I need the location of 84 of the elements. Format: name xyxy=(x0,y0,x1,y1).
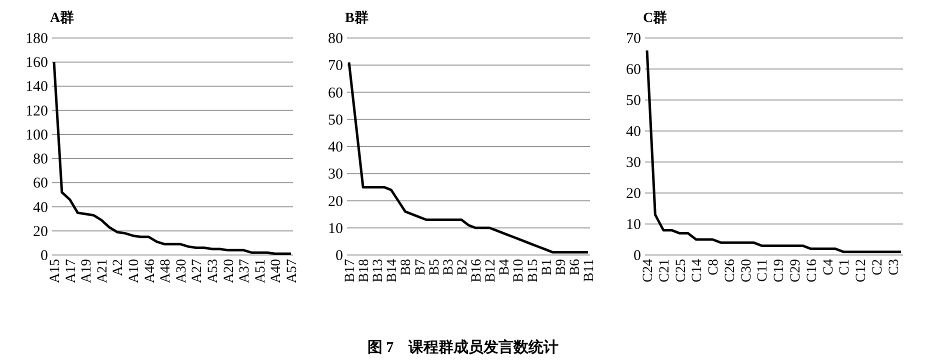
x-tick-label: A57 xyxy=(285,259,300,284)
y-tick-label: 40 xyxy=(328,140,343,156)
x-tick-label: B16 xyxy=(470,259,485,282)
y-tick-label: 20 xyxy=(33,224,48,240)
y-tick-label: 60 xyxy=(626,62,641,78)
x-tick-label: A30 xyxy=(174,259,190,284)
y-tick-label: 40 xyxy=(626,124,641,140)
y-tick-label: 10 xyxy=(328,220,343,237)
y-tick-label: 70 xyxy=(328,58,343,74)
x-tick-label: C14 xyxy=(690,259,706,282)
y-tick-label: 80 xyxy=(33,152,48,168)
x-tick-label: B12 xyxy=(484,259,499,282)
x-tick-label: B14 xyxy=(385,259,400,282)
x-tick-label: A19 xyxy=(80,259,95,284)
x-tick-label: A48 xyxy=(158,259,174,284)
x-tick-label: B15 xyxy=(526,259,541,282)
x-tick-label: C24 xyxy=(641,259,656,282)
x-tick-label: C8 xyxy=(706,259,722,276)
line-series xyxy=(348,61,590,254)
x-tick-label: A51 xyxy=(253,259,268,284)
caption: 图 7 课程群成员发言数统计 xyxy=(367,338,559,356)
y-tick-label: 40 xyxy=(33,200,48,216)
x-tick-label: A53 xyxy=(206,259,221,284)
x-tick-label: C19 xyxy=(772,259,788,282)
x-tick-label: B8 xyxy=(399,259,414,276)
x-tick-label: C16 xyxy=(804,259,820,282)
x-tick-label: C30 xyxy=(739,259,754,282)
x-tick-label: C4 xyxy=(821,259,836,276)
y-tick-label: 20 xyxy=(626,186,641,202)
y-tick-label: 0 xyxy=(634,248,641,264)
line-series xyxy=(52,60,292,256)
x-tick-label: A15 xyxy=(48,259,63,284)
x-tick-label: C26 xyxy=(722,259,738,282)
y-tick-label: 80 xyxy=(328,31,343,47)
x-tick-label: A37 xyxy=(238,259,253,284)
x-tick-label: C12 xyxy=(854,259,870,282)
x-tick-label: A40 xyxy=(269,259,284,284)
x-tick-label: C25 xyxy=(674,259,689,282)
x-tick-label: A17 xyxy=(64,259,79,284)
y-tick-label: 120 xyxy=(26,103,48,120)
chart-title: B群 xyxy=(345,10,368,26)
x-tick-label: B1 xyxy=(540,259,555,276)
y-tick-label: 140 xyxy=(26,79,48,96)
y-tick-label: 100 xyxy=(26,127,48,144)
x-tick-label: B4 xyxy=(498,259,513,276)
x-tick-label: A27 xyxy=(190,259,206,284)
x-tick-label: B3 xyxy=(441,259,456,276)
y-tick-label: 50 xyxy=(328,112,343,128)
chart-title: A群 xyxy=(50,10,74,26)
x-tick-label: C11 xyxy=(756,259,771,282)
x-tick-label: A2 xyxy=(111,259,126,276)
x-tick-label: C2 xyxy=(870,259,886,276)
y-tick-label: 50 xyxy=(626,93,641,109)
x-tick-label: B17 xyxy=(343,259,358,282)
line-series xyxy=(646,49,902,254)
y-tick-label: 60 xyxy=(33,176,48,192)
x-tick-label: B9 xyxy=(554,259,569,276)
y-tick-label: 180 xyxy=(26,31,48,47)
x-tick-label: B11 xyxy=(582,259,597,282)
x-tick-label: C21 xyxy=(657,259,672,282)
x-tick-label: B18 xyxy=(357,259,372,282)
y-tick-label: 0 xyxy=(40,248,48,264)
x-tick-label: B7 xyxy=(413,259,428,276)
x-tick-label: C3 xyxy=(886,259,902,276)
y-tick-label: 30 xyxy=(626,155,641,171)
x-tick-label: A20 xyxy=(222,259,237,284)
x-tick-label: B10 xyxy=(512,259,527,282)
y-tick-label: 70 xyxy=(626,31,641,47)
x-tick-label: B13 xyxy=(371,259,386,282)
x-tick-label: C29 xyxy=(788,259,804,282)
x-tick-label: B2 xyxy=(455,259,470,276)
x-tick-label: B5 xyxy=(427,259,442,276)
x-tick-label: A21 xyxy=(95,259,110,284)
x-tick-label: B6 xyxy=(568,259,583,276)
y-tick-label: 160 xyxy=(26,55,48,72)
y-tick-label: 60 xyxy=(328,85,343,102)
x-tick-label: A10 xyxy=(127,259,142,284)
y-tick-label: 10 xyxy=(626,217,641,233)
y-tick-label: 30 xyxy=(328,166,343,183)
y-tick-label: 20 xyxy=(328,194,343,210)
chart-title: C群 xyxy=(643,10,668,26)
y-tick-label: 0 xyxy=(336,248,343,264)
x-tick-label: C1 xyxy=(838,259,853,276)
x-tick-label: A46 xyxy=(142,259,158,284)
